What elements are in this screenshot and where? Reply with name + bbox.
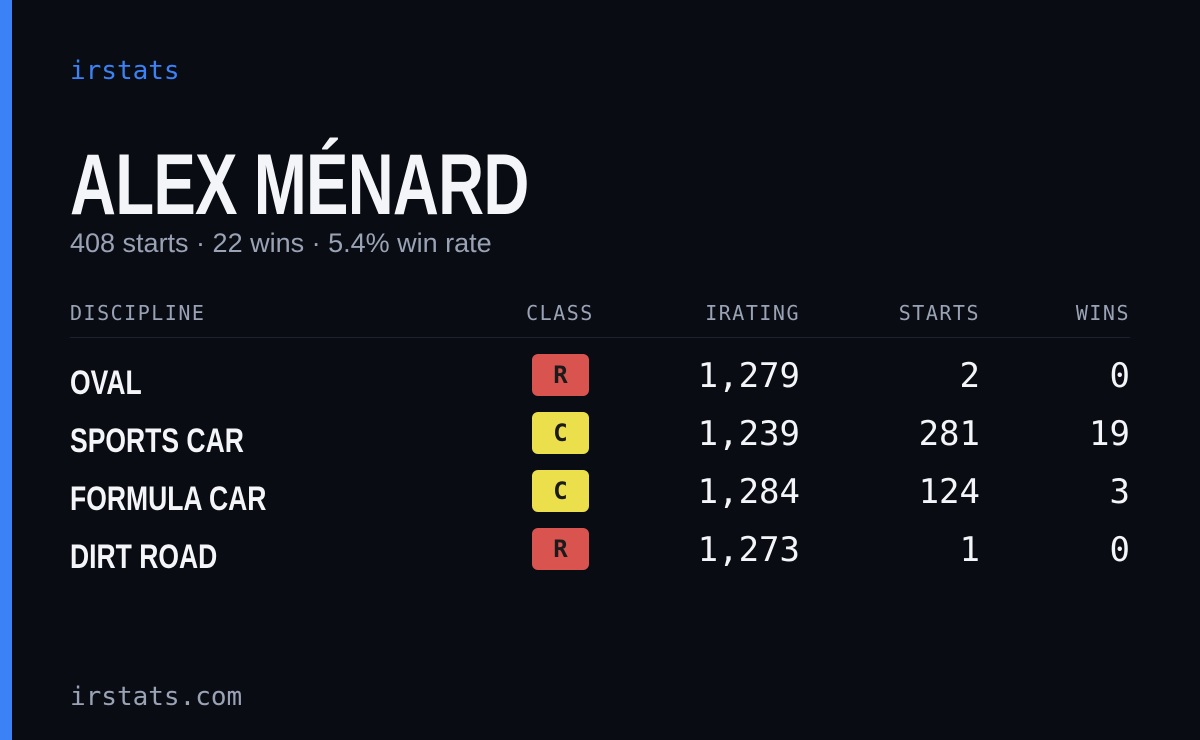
discipline: DIRT ROAD	[70, 538, 218, 576]
discipline: SPORTS CAR	[70, 422, 244, 460]
wins: 0	[1109, 530, 1130, 570]
irating: 1,273	[697, 530, 800, 570]
class-badge: R	[532, 528, 589, 570]
brand: irstats	[70, 56, 180, 86]
wins: 0	[1109, 356, 1130, 396]
wins: 19	[1089, 414, 1130, 454]
irating: 1,284	[697, 472, 800, 512]
irating: 1,279	[697, 356, 800, 396]
column-header: STARTS	[898, 301, 980, 325]
class-badge: R	[532, 354, 589, 396]
column-header: IRATING	[705, 301, 800, 325]
class-badge: C	[532, 470, 589, 512]
column-header: DISCIPLINE	[70, 301, 206, 325]
column-header: WINS	[1075, 301, 1130, 325]
starts: 1	[959, 530, 980, 570]
irating: 1,239	[697, 414, 800, 454]
wins: 3	[1109, 472, 1130, 512]
starts: 281	[918, 414, 980, 454]
accent-bar	[0, 0, 12, 740]
starts: 2	[959, 356, 980, 396]
starts: 124	[918, 472, 980, 512]
footer: irstats.com	[70, 682, 243, 712]
discipline: OVAL	[70, 364, 142, 402]
header-rule	[70, 337, 1130, 338]
driver-name: ALEX MÉNARD	[70, 137, 529, 233]
discipline: FORMULA CAR	[70, 480, 267, 518]
summary: 408 starts · 22 wins · 5.4% win rate	[70, 228, 492, 258]
class-badge: C	[532, 412, 589, 454]
column-header: CLASS	[526, 301, 594, 325]
